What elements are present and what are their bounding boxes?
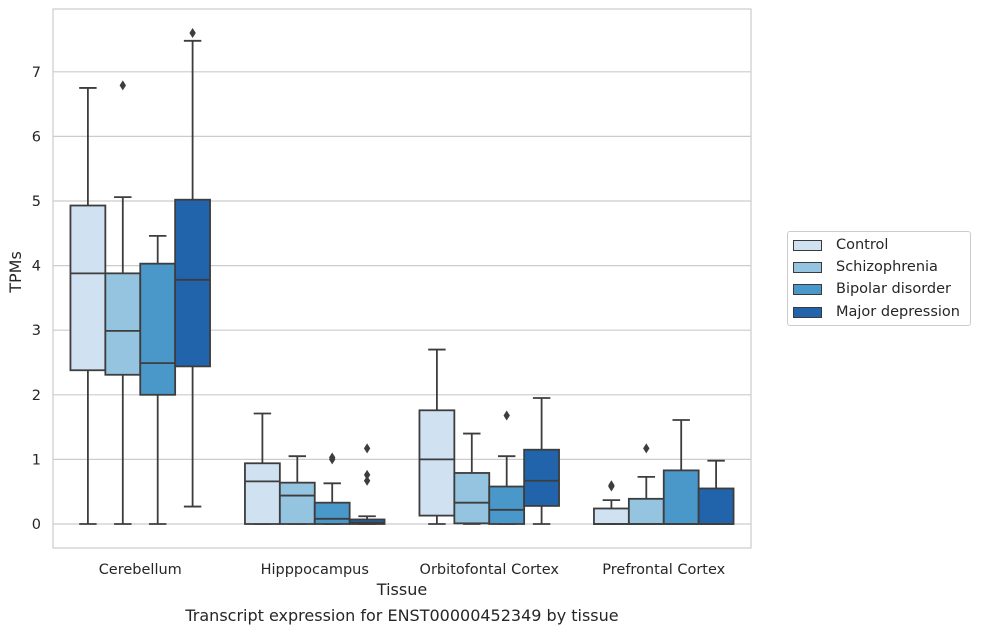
box-0-0 (69, 87, 107, 525)
box-iqr (348, 518, 386, 525)
legend-label-schizophrenia: Schizophrenia (836, 259, 938, 275)
box-iqr (104, 272, 142, 376)
legend-item-bipolar-disorder: Bipolar disorder (793, 279, 951, 299)
y-tick-label: 4 (32, 259, 41, 275)
legend-item-schizophrenia: Schizophrenia (793, 257, 938, 277)
outliers (119, 28, 650, 492)
y-axis-label: TPMs (6, 251, 25, 294)
legend-label-major-depression: Major depression (836, 304, 960, 320)
box-2-1 (453, 432, 491, 525)
x-tick-label: Hipppocampus (261, 562, 369, 578)
y-tick-label: 0 (32, 517, 41, 533)
box-1-3 (348, 515, 386, 525)
legend-swatch-major-depression (793, 306, 822, 318)
box-iqr (418, 409, 456, 517)
y-tick-label: 2 (32, 388, 41, 404)
box-1-2 (313, 482, 351, 525)
box-2-2 (488, 455, 526, 525)
chart-caption: Transcript expression for ENST0000045234… (185, 606, 619, 625)
box-iqr (627, 497, 665, 525)
y-tick-labels: 0 1 2 3 4 5 6 7 (32, 65, 41, 533)
box-2-3 (523, 397, 560, 525)
outlier-point (119, 80, 126, 91)
box-0-2 (139, 234, 177, 525)
box-iqr (174, 198, 211, 368)
x-tick-label: Cerebellum (99, 562, 182, 578)
legend-label-control: Control (836, 237, 889, 253)
y-tick-label: 6 (32, 129, 41, 145)
box-3-2 (662, 419, 700, 525)
x-tick-label: Orbitofontal Cortex (420, 562, 560, 578)
outlier-point (643, 443, 650, 454)
box-iqr (593, 507, 630, 525)
box-3-0 (593, 499, 630, 525)
box-iqr (523, 448, 560, 507)
box-iqr (488, 485, 526, 525)
box-iqr (313, 501, 351, 525)
box-1-0 (244, 412, 281, 525)
outlier-point (363, 469, 371, 480)
legend-swatch-control (793, 239, 822, 251)
box-1-1 (278, 455, 316, 525)
y-tick-label: 7 (32, 65, 41, 81)
outlier-point (329, 452, 336, 463)
legend-label-bipolar-disorder: Bipolar disorder (836, 281, 951, 297)
plot-frame (52, 8, 752, 549)
legend-item-control: Control (793, 235, 888, 255)
x-tick-label: Prefrontal Cortex (602, 562, 725, 578)
legend-swatch-bipolar-disorder (793, 283, 822, 295)
legend: Control Schizophrenia Bipolar disorder M… (787, 231, 971, 326)
box-iqr (139, 262, 177, 396)
x-tick-labels: Cerebellum Hipppocampus Orbitofontal Corte… (99, 562, 726, 578)
outlier-point (363, 443, 371, 454)
box-iqr (278, 481, 316, 525)
boxes (69, 39, 735, 525)
box-iqr (453, 472, 491, 525)
box-0-1 (104, 196, 142, 525)
box-3-3 (697, 459, 735, 525)
y-tick-label: 5 (32, 194, 41, 210)
x-axis-label: Tissue (376, 580, 427, 599)
box-iqr (244, 462, 281, 525)
y-tick-label: 3 (32, 323, 41, 339)
box-3-1 (627, 475, 665, 525)
box-iqr (697, 487, 735, 525)
legend-item-major-depression: Major depression (793, 302, 960, 322)
box-iqr (69, 204, 107, 372)
outlier-point (503, 410, 510, 421)
outlier-point (363, 475, 371, 486)
legend-swatch-schizophrenia (793, 261, 822, 273)
outlier-point (608, 480, 615, 491)
box-iqr (662, 469, 700, 525)
outlier-point (189, 28, 196, 39)
box-2-0 (418, 348, 456, 525)
y-tick-label: 1 (32, 452, 41, 468)
box-0-3 (174, 39, 211, 508)
